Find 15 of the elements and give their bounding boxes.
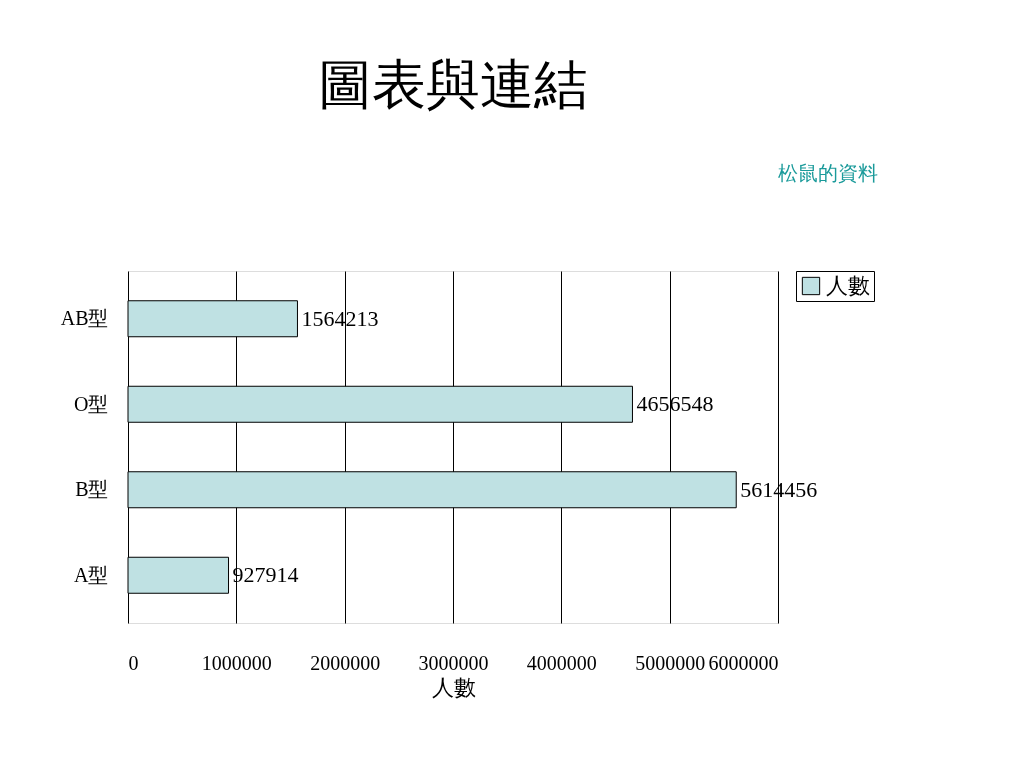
chart-title: 圖表與連結: [318, 55, 588, 115]
x-tick-label: 2000000: [310, 651, 381, 674]
y-tick-label: O型: [74, 392, 109, 415]
x-axis-title: 人數: [431, 674, 476, 700]
x-tick-label: 4000000: [526, 651, 597, 674]
x-tick-label: 6000000: [708, 651, 779, 674]
x-tick-label: 1000000: [201, 651, 272, 674]
legend-label: 人數: [826, 273, 870, 298]
y-tick-label: B型: [75, 478, 109, 501]
x-tick-label: 5000000: [635, 651, 706, 674]
x-tick-label: 0: [128, 651, 139, 674]
x-tick-label: 3000000: [418, 651, 489, 674]
y-tick-label: A型: [74, 563, 109, 586]
y-tick-label: AB型: [60, 307, 109, 330]
text: 松鼠的資料: [778, 162, 878, 184]
